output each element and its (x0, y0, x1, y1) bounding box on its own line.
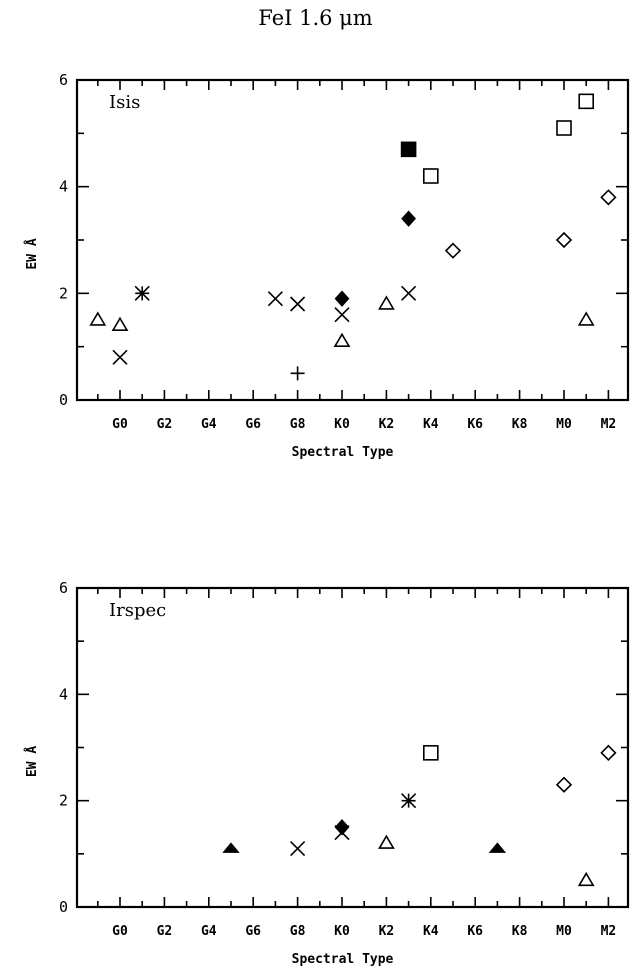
y-tick-label: 2 (59, 792, 68, 810)
x-tick-label: M2 (601, 924, 617, 939)
x-tick-label: K4 (423, 417, 439, 432)
x-tick-label: M0 (556, 924, 572, 939)
data-point-open-triangle (378, 834, 395, 849)
data-point-filled-diamond (334, 819, 350, 836)
data-point-filled-triangle (488, 842, 507, 853)
y-tick-label: 4 (59, 685, 68, 703)
data-point-filled-triangle (222, 842, 240, 853)
x-tick-label: M0 (556, 417, 572, 432)
x-tick-label: K2 (379, 417, 395, 432)
data-point-cross (334, 307, 350, 323)
y-axis-label: EW Å (24, 746, 40, 777)
plot-frame (75, 586, 630, 909)
x-tick-label: K6 (467, 924, 483, 939)
x-tick-label: K8 (512, 417, 528, 432)
figure-title: FeI 1.6 μm (258, 6, 373, 30)
x-tick-label: G2 (157, 417, 173, 432)
data-point-open-triangle (378, 295, 395, 310)
y-tick-label: 4 (59, 178, 68, 196)
x-tick-label: K2 (379, 924, 395, 939)
x-tick-label: K6 (467, 417, 483, 432)
data-point-open-triangle (89, 311, 107, 326)
data-point-asterisk (134, 285, 150, 301)
x-axis-label: Spectral Type (292, 445, 394, 460)
data-point-cross (334, 825, 350, 841)
data-point-filled-diamond (401, 210, 416, 227)
x-tick-label: K4 (423, 924, 439, 939)
data-point-open-diamond (600, 744, 617, 761)
data-point-cross (267, 291, 283, 307)
data-point-open-square (556, 120, 572, 136)
y-tick-label: 6 (59, 71, 68, 89)
chart-panel-isis: G0 G2 G4 G6 G8 K0 K2 K4 K6 K8 M0 M2 0 2 4 6 Spectral Typ… (24, 71, 630, 460)
data-point-open-square (578, 93, 595, 110)
data-point-open-square (422, 745, 439, 761)
data-point-open-diamond (555, 231, 573, 249)
panel-label: Irspec (109, 600, 166, 621)
data-point-open-diamond (444, 242, 462, 259)
y-tick-label: 0 (59, 898, 68, 916)
y-axis-label: EW Å (24, 238, 40, 269)
plot-frame (75, 78, 630, 402)
data-point-asterisk (401, 793, 417, 809)
x-tick-label: G0 (112, 417, 128, 432)
y-tick-label: 0 (59, 391, 68, 409)
data-point-cross (401, 285, 417, 301)
x-tick-label: K0 (334, 417, 350, 432)
x-tick-label: G6 (245, 924, 261, 939)
chart-panel-irspec: G0 G2 G4 G6 G8 K0 K2 K4 K6 K8 M0 M2 0 2 4 6 Spectral Typ… (24, 579, 630, 967)
data-point-open-diamond (600, 189, 617, 206)
y-tick-label: 2 (59, 284, 68, 302)
x-axis-label: Spectral Type (292, 952, 394, 967)
data-point-filled-square (400, 141, 417, 158)
x-tick-label: G4 (201, 417, 217, 432)
data-point-plus (290, 366, 305, 381)
data-point-open-triangle (577, 871, 595, 887)
x-tick-label: G2 (157, 924, 173, 939)
data-point-cross (290, 296, 306, 312)
y-tick-label: 6 (59, 579, 68, 597)
data-point-filled-diamond (334, 290, 350, 307)
x-tick-label: G0 (112, 924, 128, 939)
data-point-cross (112, 349, 128, 365)
data-point-open-diamond (555, 776, 573, 793)
x-tick-label: G8 (290, 417, 306, 432)
x-tick-label: K8 (512, 924, 528, 939)
x-tick-label: G8 (290, 924, 306, 939)
data-point-cross (290, 840, 306, 857)
x-tick-label: G4 (201, 924, 217, 939)
data-point-open-triangle (577, 311, 595, 326)
panel-label: Isis (109, 92, 140, 113)
data-point-open-square (422, 168, 439, 184)
x-tick-label: K0 (334, 924, 350, 939)
data-point-open-triangle (333, 332, 351, 348)
data-point-open-triangle (111, 316, 129, 332)
x-tick-label: G6 (245, 417, 261, 432)
x-tick-label: M2 (601, 417, 617, 432)
